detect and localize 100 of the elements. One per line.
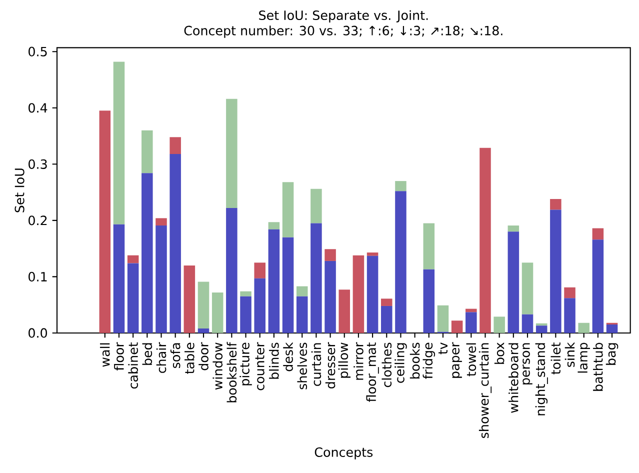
x-tick-label: ceiling: [394, 343, 407, 383]
bar: [592, 228, 604, 240]
x-tick-label: floor: [114, 342, 124, 371]
bar: [578, 322, 590, 333]
bar: [156, 218, 167, 226]
x-tick-label: door: [198, 342, 208, 370]
x-tick-label: lamp: [578, 342, 590, 373]
x-tick-label: pillow: [338, 342, 351, 378]
x-tick-label: sink: [564, 342, 575, 367]
bar: [395, 181, 406, 192]
bar: [352, 255, 364, 333]
bar: [268, 222, 280, 230]
bar: [536, 326, 548, 333]
y-tick-label: 0.2: [28, 216, 47, 226]
bar: [127, 255, 139, 264]
y-axis-title: Set IoU: [14, 168, 24, 212]
bar: [282, 182, 294, 238]
bar: [423, 269, 435, 333]
x-tick-label: cabinet: [128, 342, 138, 389]
x-tick-label: books: [410, 342, 420, 378]
bar: [564, 287, 576, 298]
bar: [212, 292, 224, 333]
bar: [522, 314, 534, 333]
bar: [366, 256, 378, 333]
x-tick-label: whiteboard: [508, 343, 518, 413]
x-axis-title: Concepts: [314, 447, 373, 460]
x-tick-label: mirror: [354, 342, 364, 380]
bar: [184, 265, 196, 333]
x-tick-label: dresser: [325, 342, 336, 388]
bar: [170, 137, 181, 154]
bar: [395, 191, 406, 333]
bar: [466, 308, 477, 312]
x-tick-label: bookshelf: [226, 342, 237, 402]
x-tick-label: curtain: [311, 343, 322, 386]
bar: [522, 262, 534, 314]
x-tick-label: paper: [452, 342, 462, 378]
bar: [170, 154, 181, 333]
y-tick-label: 0.3: [28, 159, 47, 169]
x-tick-label: fridge: [422, 342, 436, 379]
x-tick-label: chair: [156, 342, 166, 373]
bar: [508, 232, 520, 333]
bar: [437, 305, 449, 332]
bar: [127, 263, 139, 333]
bar: [198, 328, 210, 333]
bar: [451, 320, 463, 333]
x-tick-label: bathtub: [593, 342, 603, 391]
bar: [156, 225, 167, 333]
bar: [310, 188, 322, 224]
bar: [113, 224, 125, 333]
x-tick-label: picture: [240, 342, 252, 386]
x-tick-label: night_stand: [535, 343, 548, 416]
bar: [113, 62, 125, 224]
x-tick-label: bag: [606, 343, 618, 365]
x-tick-label: counter: [255, 342, 264, 390]
x-tick-label: towel: [466, 343, 476, 376]
chart-title: Set IoU: Separate vs. Joint.: [259, 10, 428, 22]
bar: [550, 199, 562, 210]
bar: [240, 296, 252, 333]
bar: [606, 324, 618, 333]
bar: [480, 148, 491, 333]
bar: [564, 298, 576, 333]
bar: [423, 223, 435, 270]
x-tick-label: shelves: [297, 342, 308, 390]
bar: [254, 262, 266, 278]
y-tick-label: 0.4: [28, 103, 48, 113]
x-tick-label: box: [494, 342, 504, 364]
bar: [381, 298, 392, 306]
bar: [466, 312, 477, 333]
bar: [282, 237, 294, 333]
bar: [592, 240, 604, 333]
x-tick-label: person: [522, 343, 532, 384]
x-tick-label: sofa: [170, 343, 180, 368]
bar: [296, 286, 308, 296]
bar: [240, 291, 252, 296]
bar: [324, 249, 336, 261]
x-tick-label: tv: [438, 342, 448, 354]
bar: [254, 278, 266, 333]
bar: [99, 110, 111, 333]
bar: [508, 225, 520, 232]
bar: [296, 296, 308, 333]
bar: [198, 282, 210, 328]
bar: [494, 316, 505, 333]
x-tick-label: blinds: [269, 342, 279, 379]
bar: [268, 229, 280, 333]
x-tick-label: table: [184, 342, 194, 374]
y-tick-label: 0.0: [28, 328, 48, 338]
x-tick-label: wall: [100, 343, 110, 367]
bar: [226, 208, 238, 333]
x-tick-label: clothes: [382, 342, 392, 388]
bar: [226, 98, 238, 208]
y-tick-label: 0.1: [28, 272, 47, 282]
x-tick-label: desk: [283, 342, 293, 372]
x-tick-label: bed: [142, 343, 152, 365]
x-tick-label: toilet: [550, 342, 561, 374]
bar: [324, 260, 336, 333]
bar: [310, 223, 322, 333]
bar: [366, 252, 378, 256]
x-tick-label: shower_curtain: [478, 343, 492, 438]
chart-subtitle: Concept number: 30 vs. 33; ↑:6; ↓:3; ↗:18; ↘:18.: [184, 26, 502, 38]
bar: [142, 173, 153, 333]
